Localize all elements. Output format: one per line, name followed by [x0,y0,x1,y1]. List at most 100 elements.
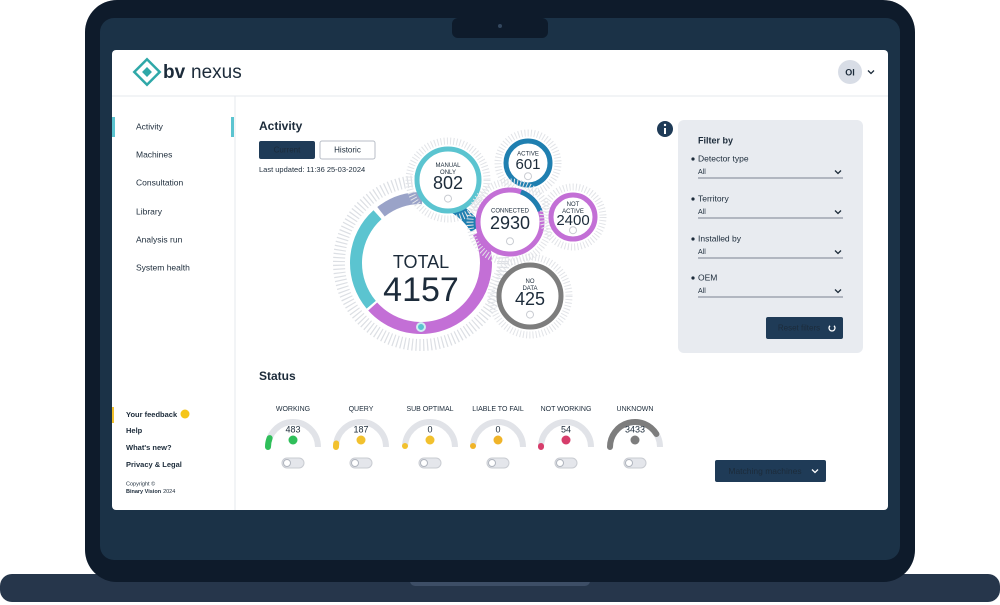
status-title: Status [259,369,296,383]
toggle-knob [488,459,496,467]
status-label: UNKNOWN [617,406,654,413]
bubble[interactable] [414,146,482,214]
gauge-fill [402,443,408,449]
bubble-tick-ring [539,183,607,251]
dropdown-chevron [834,289,842,294]
bubble-label: DATA [522,286,537,292]
dropdown-chevron [834,250,842,255]
total-ring-bg [356,198,486,328]
info-icon[interactable] [657,121,673,137]
toggle-knob [283,459,291,467]
reset-button[interactable] [766,317,843,339]
tab-historic[interactable] [319,140,376,160]
toggle-knob [420,459,428,467]
avatar-initials[interactable]: OI [845,67,855,77]
bubble-label: ACTIVE [562,209,584,215]
bubble-indicator [526,310,534,319]
brand-prefix: bv [163,62,186,83]
bubble-label: NOT [567,202,580,208]
gauge-fill [470,443,476,449]
bubble-label: CONNECTED [491,209,530,215]
filter-bullet [691,237,695,241]
filter-title: Filter by [698,135,733,145]
dropdown-chevron [834,210,842,215]
feedback-indicator [112,407,114,423]
avatar[interactable] [838,60,862,84]
feedback-emoji [180,409,190,419]
footer-link[interactable]: Privacy & Legal [126,460,182,469]
gauge-track [538,419,594,448]
status-label: NOT WORKING [541,406,592,413]
bubble[interactable] [503,138,553,188]
nav-item[interactable]: Analysis run [136,234,183,244]
footer-link[interactable]: Your feedback [126,410,178,419]
filter-label: Territory [698,193,729,203]
nav-item[interactable]: System health [136,262,190,272]
total-label: TOTAL [393,252,449,272]
filter-bullet [691,197,695,201]
matching-button-label[interactable]: Matching machines [728,466,801,476]
nav-item[interactable]: Activity [136,121,164,131]
footer-link[interactable]: Help [126,426,143,435]
activity-title: Activity [259,119,303,133]
gauge-track [402,419,458,448]
filter-value[interactable]: All [698,288,706,295]
bubble-indicator [569,226,577,235]
reset-icon [828,325,836,332]
tab-historic-label[interactable]: Historic [334,146,361,155]
status-icon [630,435,640,445]
bubble-segment [519,189,543,213]
bubble-value: 425 [515,289,545,309]
bubble[interactable] [475,187,545,257]
tab-current-label[interactable]: Current [274,146,301,155]
status-icon [561,435,571,445]
filter-value[interactable]: All [698,169,706,176]
bubble[interactable] [548,192,598,242]
gauge-fill [265,435,273,450]
filter-bullet [691,276,695,280]
status-icon [288,435,298,445]
status-label: LIABLE TO FAIL [472,406,524,413]
bubble-value: 601 [515,156,540,173]
matching-button[interactable] [715,460,826,482]
copyright-year: 2024 [163,489,175,495]
bubble-tick-ring [494,129,562,197]
gauge-fill [607,419,660,450]
bubble-value: 802 [433,173,463,193]
status-icon [425,435,435,445]
filter-value[interactable]: All [698,249,706,256]
filter-label: Detector type [698,153,749,163]
total-tick-ring [333,175,509,351]
status-value: 3433 [625,424,645,434]
bubble-tick-ring [487,253,573,339]
status-label: QUERY [349,406,374,413]
brand-name: nexus [191,62,242,83]
bubble-value: 2930 [490,213,530,233]
active-indicator [112,117,115,137]
tab-current[interactable] [259,141,315,159]
status-value: 187 [353,424,368,434]
company-name: Binary Vision [126,489,162,495]
user-menu-chevron [867,70,875,75]
bubble-indicator [506,237,514,246]
bubble-tick-ring [405,137,491,223]
nav-item[interactable]: Consultation [136,177,184,187]
nav-item[interactable]: Machines [136,149,172,159]
gauge-track [333,419,389,448]
nav-item[interactable]: Library [136,206,163,216]
status-icon [493,435,503,445]
footer-link[interactable]: What's new? [126,443,172,452]
bubble-value: 2400 [556,212,589,229]
bubble-label: MANUAL [435,163,461,169]
last-updated: Last updated: 11:36 25-03-2024 [259,165,365,174]
bubble[interactable] [496,262,564,330]
bubble-indicator [444,194,452,203]
status-value: 0 [427,424,432,434]
toggle-knob [625,459,633,467]
logo-icon [132,57,162,87]
total-ring-segment [377,192,423,217]
filter-value[interactable]: All [698,209,706,216]
reset-button-label[interactable]: Reset filters [778,324,820,333]
bubble-label: ACTIVE [517,152,539,158]
